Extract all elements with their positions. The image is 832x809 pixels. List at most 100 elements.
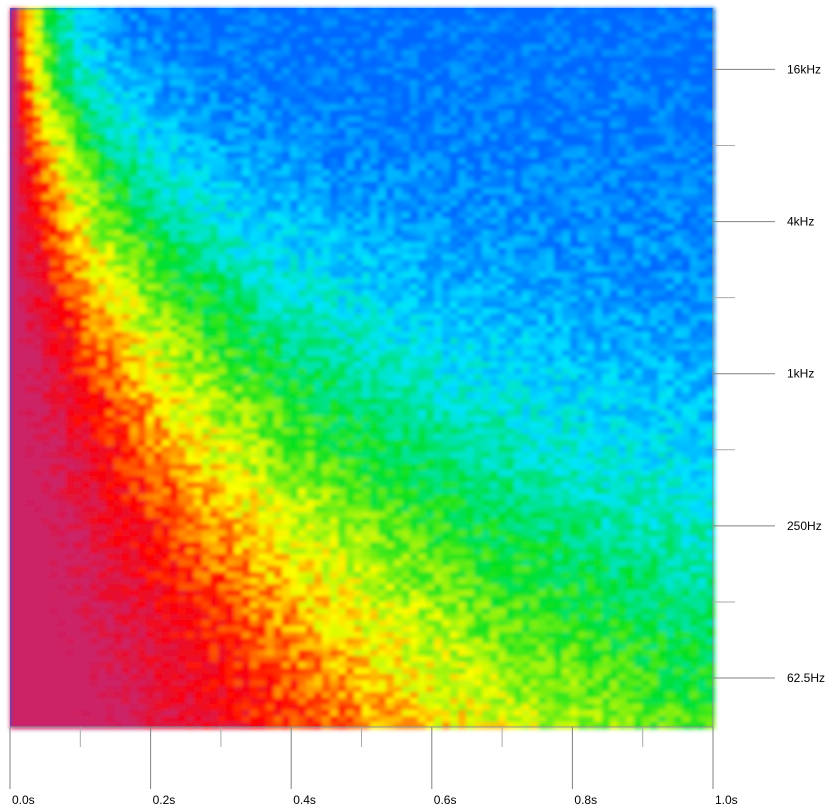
spectrogram-cell (482, 182, 491, 189)
spectrogram-cell (194, 278, 203, 285)
spectrogram-cell (554, 206, 563, 213)
spectrogram-cell (26, 242, 35, 249)
spectrogram-cell (706, 212, 715, 219)
spectrogram-cell (410, 140, 419, 147)
spectrogram-cell (130, 308, 139, 315)
spectrogram-cell (122, 296, 131, 303)
spectrogram-cell (386, 320, 395, 327)
spectrogram-cell (658, 164, 667, 171)
spectrogram-cell (506, 266, 515, 273)
spectrogram-cell (186, 260, 195, 267)
spectrogram-cell (506, 230, 515, 237)
spectrogram-cell (298, 68, 307, 75)
spectrogram-cell (418, 116, 427, 123)
spectrogram-cell (50, 26, 59, 33)
spectrogram-cell (346, 122, 355, 129)
spectrogram-cell (178, 74, 187, 81)
spectrogram-cell (522, 62, 531, 69)
spectrogram-cell (338, 206, 347, 213)
spectrogram-cell (434, 146, 443, 153)
spectrogram-cell (370, 122, 379, 129)
spectrogram-cell (626, 332, 635, 339)
spectrogram-cell (170, 68, 179, 75)
spectrogram-cell (610, 104, 619, 111)
spectrogram-cell (490, 320, 499, 327)
spectrogram-cell (226, 230, 235, 237)
spectrogram-cell (226, 128, 235, 135)
spectrogram-cell (418, 104, 427, 111)
spectrogram-cell (250, 128, 259, 135)
spectrogram-cell (434, 242, 443, 249)
spectrogram-cell (362, 68, 371, 75)
spectrogram-cell (10, 92, 19, 99)
spectrogram-cell (474, 44, 483, 51)
spectrogram-cell (594, 230, 603, 237)
spectrogram-cell (370, 68, 379, 75)
spectrogram-cell (458, 290, 467, 297)
spectrogram-cell (290, 218, 299, 225)
spectrogram-cell (626, 140, 635, 147)
spectrogram-cell (290, 176, 299, 183)
spectrogram-cell (418, 314, 427, 321)
spectrogram-cell (602, 176, 611, 183)
spectrogram-cell (234, 176, 243, 183)
spectrogram-cell (562, 206, 571, 213)
spectrogram-cell (594, 188, 603, 195)
spectrogram-cell (706, 296, 715, 303)
spectrogram-cell (106, 314, 115, 321)
spectrogram-cell (594, 140, 603, 147)
spectrogram-cell (386, 176, 395, 183)
spectrogram-cell (666, 302, 675, 309)
spectrogram-cell (338, 26, 347, 33)
spectrogram-cell (338, 266, 347, 273)
spectrogram-cell (138, 308, 147, 315)
spectrogram-cell (426, 116, 435, 123)
spectrogram-cell (362, 110, 371, 117)
spectrogram-cell (562, 32, 571, 39)
spectrogram-cell (322, 224, 331, 231)
spectrogram-cell (698, 218, 707, 225)
spectrogram-cell (682, 272, 691, 279)
spectrogram-cell (498, 152, 507, 159)
spectrogram-cell (698, 14, 707, 21)
spectrogram-cell (522, 254, 531, 261)
spectrogram-cell (354, 344, 363, 351)
spectrogram-cell (562, 296, 571, 303)
spectrogram-cell (698, 254, 707, 261)
spectrogram-cell (250, 296, 259, 303)
spectrogram-cell (234, 254, 243, 261)
spectrogram-cell (642, 68, 651, 75)
spectrogram-cell (50, 98, 59, 105)
spectrogram-cell (458, 284, 467, 291)
spectrogram-cell (114, 146, 123, 153)
spectrogram-cell (706, 116, 715, 123)
spectrogram-cell (698, 320, 707, 327)
spectrogram-cell (674, 302, 683, 309)
spectrogram-cell (114, 266, 123, 273)
spectrogram-cell (338, 98, 347, 105)
spectrogram-cell (10, 194, 19, 201)
spectrogram-cell (482, 200, 491, 207)
spectrogram-cell (330, 98, 339, 105)
spectrogram-cell (50, 332, 59, 339)
spectrogram-cell (258, 236, 267, 243)
spectrogram-cell (322, 284, 331, 291)
spectrogram-cell (522, 290, 531, 297)
spectrogram-cell (330, 188, 339, 195)
spectrogram-cell (18, 20, 27, 27)
spectrogram-cell (562, 74, 571, 81)
spectrogram-cell (178, 134, 187, 141)
spectrogram-cell (186, 38, 195, 45)
spectrogram-cell (298, 32, 307, 39)
spectrogram-cell (122, 104, 131, 111)
spectrogram-cell (378, 170, 387, 177)
spectrogram-cell (10, 218, 19, 225)
spectrogram-cell (674, 290, 683, 297)
spectrogram-cell (138, 98, 147, 105)
spectrogram-cell (466, 104, 475, 111)
spectrogram-cell (466, 38, 475, 45)
spectrogram-cell (586, 20, 595, 27)
spectrogram-cell (466, 326, 475, 333)
spectrogram-cell (562, 134, 571, 141)
spectrogram-cell (394, 320, 403, 327)
